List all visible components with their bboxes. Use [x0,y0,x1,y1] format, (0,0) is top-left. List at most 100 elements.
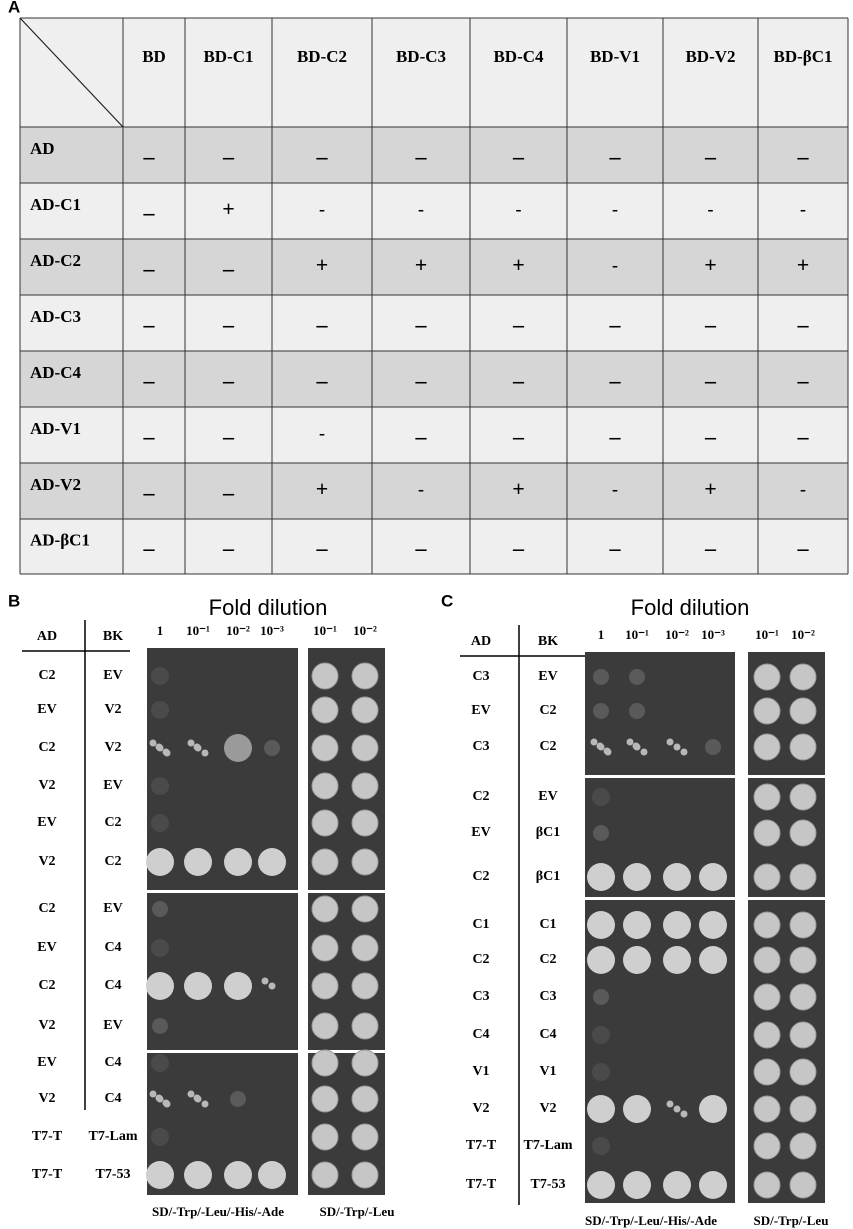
yeast-spot [352,973,378,999]
cell-value: – [415,368,428,393]
yeast-spot [352,896,378,922]
medium-label: SD/-Trp/-Leu [754,1213,829,1228]
yeast-spot [152,901,168,917]
yeast-spot [623,863,651,891]
bk-label: C2 [104,854,121,869]
ad-label: C3 [472,989,489,1004]
yeast-spot [352,1013,378,1039]
cell-value: – [415,424,428,449]
bk-label: C4 [104,1055,121,1070]
cell-value: - [612,255,618,275]
cell-value: – [143,368,156,393]
panel-title: Fold dilution [209,595,328,620]
yeast-spot [790,820,816,846]
yeast-spot [151,1054,169,1072]
bk-label: C4 [539,1027,556,1042]
yeast-spot [699,863,727,891]
cell-value: – [512,312,525,337]
yeast-spot [663,946,691,974]
cell-value: – [222,424,235,449]
yeast-spot [699,1171,727,1199]
bk-label: T7-53 [531,1177,566,1192]
row-header: AD-βC1 [30,530,90,549]
yeast-spot [623,911,651,939]
cell-value: – [609,536,622,561]
yeast-spot [151,777,169,795]
cell-value: – [797,144,810,169]
yeast-spot [593,669,609,685]
yeast-spot [663,911,691,939]
cell-value: – [143,256,156,281]
yeast-spot [312,1162,338,1188]
ad-label: C2 [38,901,55,916]
cell-value: – [143,536,156,561]
cell-value: - [612,199,618,219]
yeast-spot [312,1013,338,1039]
panel-label: A [8,0,20,16]
bk-label: EV [103,1018,122,1033]
figure: ABDBD-C1BD-C2BD-C3BD-C4BD-V1BD-V2BD-βC1A… [0,0,853,1229]
yeast-spot [593,703,609,719]
yeast-spot [790,864,816,890]
cell-value: – [609,312,622,337]
cell-value: – [222,256,235,281]
column-header: BD-C3 [396,47,446,66]
cell-value: – [797,536,810,561]
cell-value: – [143,424,156,449]
cell-value: - [418,479,424,499]
yeast-colony [156,744,163,751]
dilution-label: 10⁻¹ [755,627,779,642]
yeast-colony [591,739,598,746]
dilution-label: 10⁻³ [260,623,284,638]
bk-label: T7-53 [96,1167,131,1182]
column-header: BD-C4 [493,47,544,66]
yeast-colony [163,749,170,756]
yeast-spot [790,947,816,973]
cell-value: + [316,476,329,501]
cell-value: - [800,199,806,219]
medium-label: SD/-Trp/-Leu/-His/-Ade [152,1204,284,1219]
yeast-spot [224,1161,252,1189]
cell-value: – [704,536,717,561]
yeast-spot [592,1137,610,1155]
cell-value: – [512,536,525,561]
yeast-spot [754,1172,780,1198]
yeast-spot [352,849,378,875]
bk-label: EV [538,789,557,804]
yeast-spot [623,1095,651,1123]
yeast-spot [146,848,174,876]
yeast-spot [258,848,286,876]
yeast-spot [705,739,721,755]
ad-label: V2 [38,854,55,869]
yeast-spot [184,848,212,876]
yeast-colony [202,750,209,757]
ad-label: C2 [472,952,489,967]
column-header: BD [142,47,166,66]
yeast-colony [641,749,648,756]
dilution-label: 10⁻³ [701,627,725,642]
yeast-spot [352,810,378,836]
dilution-label: 10⁻¹ [313,623,337,638]
yeast-spot [224,848,252,876]
yeast-spot [790,698,816,724]
bk-label: V1 [539,1064,556,1079]
yeast-colony [269,983,276,990]
column-header: BD-V1 [590,47,640,66]
ad-label: T7-T [32,1129,63,1144]
dilution-label: 10⁻¹ [625,627,649,642]
yeast-spot [790,784,816,810]
ad-label: V2 [38,778,55,793]
bk-label: V2 [539,1101,556,1116]
cell-value: – [609,424,622,449]
column-header: BD-C1 [203,47,253,66]
cell-value: - [319,199,325,219]
yeast-spot [151,814,169,832]
yeast-spot [754,734,780,760]
cell-value: + [316,252,329,277]
ad-label: C2 [38,740,55,755]
column-header: BD-C2 [297,47,347,66]
yeast-colony [163,1100,170,1107]
column-header: BK [103,629,123,644]
yeast-spot [790,1133,816,1159]
yeast-spot [587,1095,615,1123]
